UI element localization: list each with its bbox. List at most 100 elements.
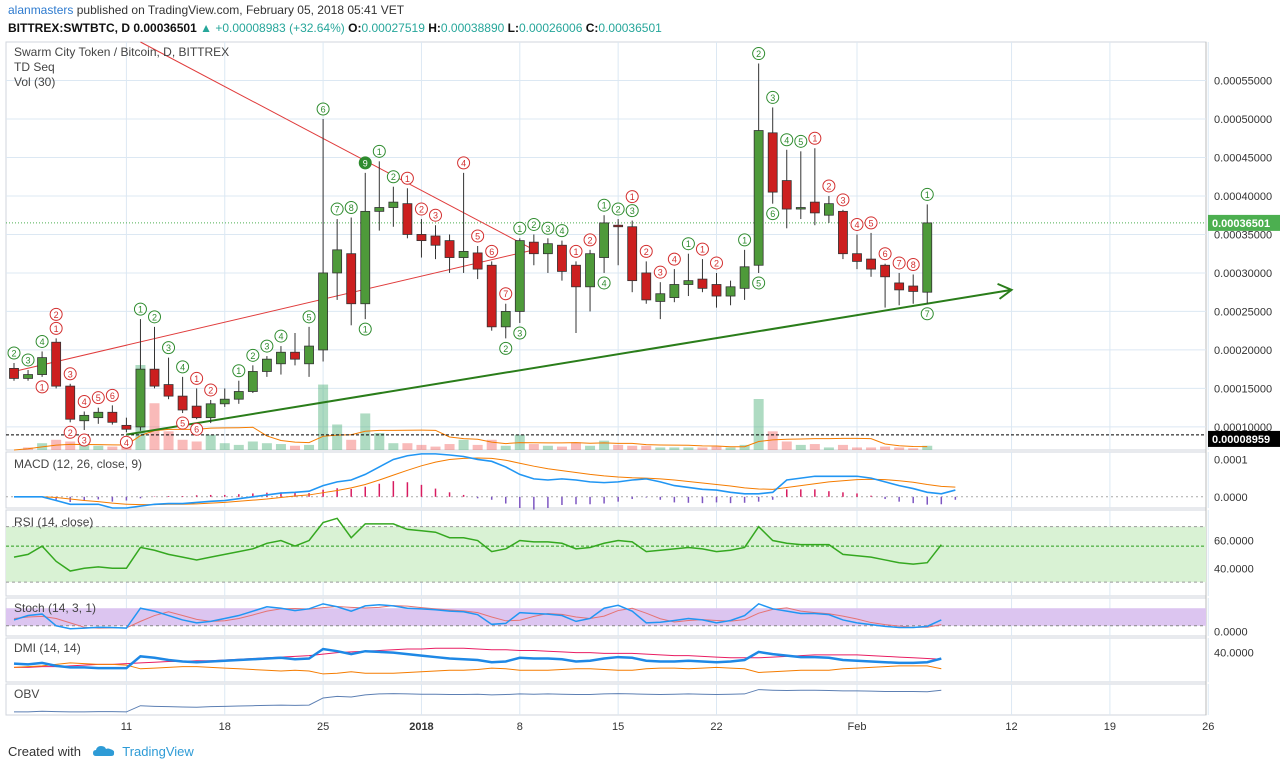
x-tick-label: 22: [710, 721, 722, 733]
candle-body: [697, 278, 708, 289]
candle: [205, 399, 216, 424]
td-seq-circle: [710, 256, 723, 270]
volume-bar: [65, 441, 76, 450]
candle: [866, 232, 876, 277]
volume-bar: [388, 443, 399, 450]
last-price: 0.00036501: [133, 21, 197, 35]
macd-signal-line: [14, 457, 956, 506]
td-seq-marker: 5: [752, 276, 766, 290]
td-seq-marker: 5: [302, 310, 316, 324]
td-seq-number: 1: [363, 325, 368, 335]
volume-bar: [866, 447, 877, 450]
candle: [739, 249, 750, 300]
y-tick-label: 0.00015000: [1214, 383, 1272, 395]
td-seq-number: 1: [54, 324, 59, 334]
td-seq-circle: [176, 416, 190, 430]
volume-bar: [275, 444, 286, 450]
td-seq-circle: [878, 247, 892, 261]
td-seq-number: 4: [278, 332, 283, 342]
td-seq-marker: 4: [780, 133, 794, 147]
td-seq-number: 2: [756, 49, 761, 59]
candle-body: [458, 250, 469, 258]
candle-body: [247, 371, 258, 392]
last-price-tag-bg: [1208, 214, 1280, 231]
td-seq-circle: [583, 233, 597, 247]
td-seq-number: 3: [545, 224, 550, 234]
macd-line: [14, 453, 956, 509]
candle-body: [276, 351, 286, 365]
candle: [261, 356, 272, 377]
td-seq-marker: 3: [836, 193, 850, 207]
td-seq-number: 4: [82, 397, 87, 407]
created-with-text: Created with: [8, 744, 81, 759]
candle: [93, 407, 104, 424]
td-seq-circle: [400, 171, 414, 185]
candle-body: [261, 358, 272, 372]
td-seq-marker: 2: [63, 425, 77, 439]
td-seq-marker: 1: [808, 131, 822, 145]
volume-bar: [542, 445, 553, 450]
volume-bar: [908, 448, 919, 450]
candle-body: [37, 357, 47, 375]
td-seq-marker: 3: [429, 208, 442, 222]
candle-body: [795, 207, 806, 210]
candle: [177, 376, 188, 414]
indicator-tick-label: 0.0000: [1214, 492, 1248, 504]
td-seq-marker: 1: [232, 364, 246, 378]
volume-bar: [823, 447, 834, 450]
candle: [683, 253, 694, 297]
candle: [107, 405, 118, 425]
td-seq-number: 3: [433, 211, 438, 221]
close-label: C:: [585, 21, 599, 35]
td-seq-circle: [625, 204, 639, 218]
x-tick-label: 8: [517, 721, 523, 733]
chart-area[interactable]: 0.00010000 0.00015000 0.00020000 0.00025000…: [0, 40, 1280, 740]
stoch-band: [6, 608, 1206, 626]
candle: [219, 388, 230, 407]
candle-body: [739, 266, 750, 289]
indicator-tick-label: 40.0000: [1214, 563, 1254, 575]
td-seq-circle: [738, 233, 752, 247]
td-seq-number: 7: [503, 289, 508, 299]
candle-body: [753, 130, 764, 266]
td-seq-number: 4: [784, 135, 789, 145]
td-seq-circle: [274, 329, 288, 343]
y-tick-label: 0.00055000: [1214, 75, 1272, 87]
td-seq-number: 7: [335, 205, 340, 215]
dmi-plus-line: [13, 647, 942, 670]
td-seq-number: 3: [658, 268, 663, 278]
td-seq-number: 1: [812, 134, 817, 144]
volume-bar: [753, 399, 764, 450]
td-seq-circle: [190, 422, 204, 436]
candle: [795, 151, 806, 220]
td-seq-circle: [653, 265, 667, 279]
td-seq-circle: [302, 310, 316, 324]
td-seq-marker: 2: [499, 341, 513, 355]
td-seq-number: 3: [26, 355, 31, 365]
candle-body: [711, 284, 722, 297]
candle: [51, 338, 62, 389]
x-tick-label: Feb: [848, 721, 867, 733]
rsi-band: [6, 526, 1206, 583]
td-seq-marker: 2: [414, 202, 428, 216]
td-seq-number: 2: [391, 172, 396, 182]
publish-header: alanmasters published on TradingView.com…: [8, 3, 404, 17]
td-seq-number: 9: [363, 158, 368, 168]
td-seq-marker: 3: [513, 326, 527, 340]
tradingview-link[interactable]: TradingView: [122, 744, 194, 759]
author-link[interactable]: alanmasters: [8, 3, 74, 17]
volume-bar: [219, 443, 230, 450]
td-seq-number: 2: [531, 220, 536, 230]
td-seq-marker: 6: [190, 422, 204, 436]
high-value: 0.00038890: [440, 21, 505, 35]
td-seq-number: 3: [770, 93, 775, 103]
candle-body: [866, 258, 876, 270]
candle-body: [472, 252, 483, 270]
td-seq-circle: [190, 371, 204, 385]
td-seq-circle: [541, 221, 555, 235]
volume-bar: [697, 447, 708, 450]
candle: [753, 63, 764, 273]
td-seq-circle: [105, 388, 119, 402]
td-seq-circle: [808, 131, 822, 145]
candle: [781, 149, 792, 229]
